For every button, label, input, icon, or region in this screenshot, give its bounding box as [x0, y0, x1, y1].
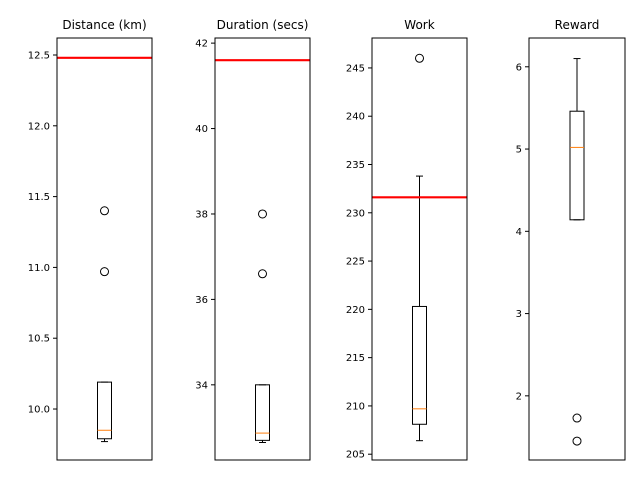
y-tick-label: 38 [195, 209, 208, 220]
y-tick-label: 5 [516, 145, 522, 156]
y-tick-label: 4 [516, 227, 522, 238]
axes-frame [371, 37, 468, 461]
y-tick-label: 42 [195, 39, 208, 50]
outlier-point [572, 413, 582, 423]
y-tick-label: 220 [346, 305, 365, 316]
box-iqr [412, 305, 427, 425]
y-tick-label: 240 [346, 112, 365, 123]
y-tick-label: 245 [346, 63, 365, 74]
y-tick-label: 12.0 [28, 121, 50, 132]
y-tick-label: 12.5 [28, 50, 50, 61]
y-tick-label: 225 [346, 257, 365, 268]
y-tick-label: 10.0 [28, 405, 50, 416]
chart-title: Duration (secs) [217, 18, 309, 32]
y-tick-label: 11.0 [28, 263, 50, 274]
y-tick-label: 34 [195, 380, 208, 391]
outlier-point [415, 53, 424, 63]
y-tick-label: 3 [516, 309, 522, 320]
chart-title: Distance (km) [62, 18, 146, 32]
outlier-point [100, 206, 109, 216]
box-iqr [255, 384, 270, 441]
axes-frame [56, 37, 153, 461]
y-tick-label: 2 [516, 391, 522, 402]
y-tick-label: 205 [346, 450, 365, 461]
axes-frame [214, 37, 311, 461]
y-tick-label: 11.5 [28, 192, 50, 203]
y-tick-label: 6 [516, 62, 522, 73]
axes-frame [528, 37, 626, 461]
y-tick-label: 210 [346, 401, 365, 412]
box-iqr [569, 110, 585, 221]
chart-panel-2: Duration (secs) 34 36 38 40 42 [195, 18, 311, 461]
outlier-point [100, 267, 109, 277]
y-tick-label: 40 [195, 124, 208, 135]
chart-panel-4: Reward 2 3 4 5 6 [516, 18, 626, 461]
outlier-point [572, 436, 582, 446]
y-tick-label: 235 [346, 160, 365, 171]
box-iqr [97, 381, 112, 440]
outlier-point [258, 269, 267, 279]
y-tick-label: 10.5 [28, 334, 50, 345]
y-tick-label: 230 [346, 208, 365, 219]
y-tick-label: 36 [195, 295, 208, 306]
chart-panel-1: Distance (km) 10.0 10.5 11.0 11.5 12.0 12.5 [28, 18, 153, 461]
y-tick-label: 215 [346, 353, 365, 364]
chart-title: Reward [555, 18, 600, 32]
outlier-point [258, 209, 267, 219]
chart-panel-3: Work 205 210 215 220 225 230 235 240 245 [346, 18, 468, 461]
chart-title: Work [404, 18, 434, 32]
